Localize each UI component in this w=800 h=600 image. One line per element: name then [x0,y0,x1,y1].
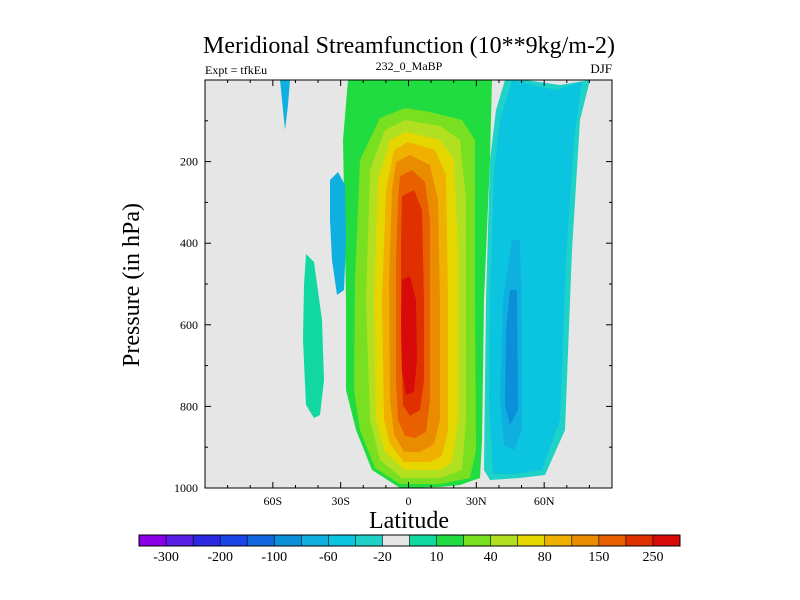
colorbar-swatch [274,535,302,546]
colorbar-swatch [571,535,600,546]
colorbar-swatch [166,535,194,546]
colorbar-swatch [652,535,681,546]
x-axis-title: Latitude [369,508,449,534]
x-tick-label: 30S [331,494,350,508]
x-tick-label: 30N [466,494,487,508]
y-axis-title: Pressure (in hPa) [119,203,145,367]
plot-area [204,79,613,489]
y-tick-label: 800 [180,399,198,413]
colorbar-swatch [544,535,573,546]
colorbar-label: 40 [484,550,498,565]
season-label: DJF [590,61,612,76]
colorbar-label: 250 [642,550,663,565]
colorbar-swatch [598,535,627,546]
colorbar-swatch [490,535,519,546]
colorbar-frame [138,534,681,547]
colorbar-swatch [247,535,275,546]
chart-title: Meridional Streamfunction (10**9kg/m-2) [203,33,615,59]
colorbar-label: 80 [538,550,552,565]
colorbar-swatch [301,535,329,546]
colorbar-swatch [463,535,492,546]
colorbar-label: -200 [207,550,233,565]
colorbar-swatch [436,535,464,546]
negative-feature-south-mid [330,172,346,295]
y-tick-label: 400 [180,236,198,250]
colorbar-label: -100 [261,550,287,565]
colorbar: -300 -200 -100 -60 -20 10 40 80 150 250 [138,534,681,565]
y-tick-label: 200 [180,155,198,169]
colorbar-swatch [382,535,410,546]
colorbar-swatch [328,535,356,546]
colorbar-label: -20 [373,550,392,565]
positive-feature-south [303,254,324,418]
colorbar-swatch [193,535,221,546]
x-axis: 60S 30S 0 30N 60N [227,80,590,508]
colorbar-swatch [517,535,546,546]
colorbar-label: 10 [430,550,444,565]
x-tick-label: 0 [406,494,412,508]
colorbar-label: -300 [153,550,179,565]
x-tick-label: 60S [263,494,282,508]
positive-cell-core [401,276,417,395]
negative-cell-north-core [505,290,518,425]
colorbar-label: -60 [319,550,338,565]
negative-feature-south-top [280,80,290,130]
colorbar-swatch [625,535,654,546]
experiment-label: Expt = tfkEu [205,63,267,77]
y-tick-label: 1000 [174,481,198,495]
time-label: 232_0_MaBP [376,59,443,73]
colorbar-label: 150 [588,550,609,565]
colorbar-swatch [139,535,167,546]
colorbar-swatch [355,535,383,546]
y-tick-label: 600 [180,318,198,332]
colorbar-swatch [220,535,248,546]
x-tick-label: 60N [534,494,555,508]
y-axis: 200 400 600 800 1000 [174,120,612,495]
colorbar-swatch [409,535,437,546]
